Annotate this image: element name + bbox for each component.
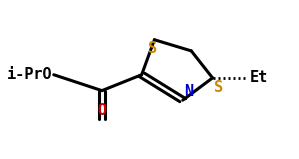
Text: S: S xyxy=(148,41,158,56)
Text: S: S xyxy=(214,80,223,95)
Text: O: O xyxy=(97,103,106,118)
Text: N: N xyxy=(184,84,193,99)
Text: Et: Et xyxy=(249,70,268,85)
Text: i-PrO: i-PrO xyxy=(7,67,52,82)
